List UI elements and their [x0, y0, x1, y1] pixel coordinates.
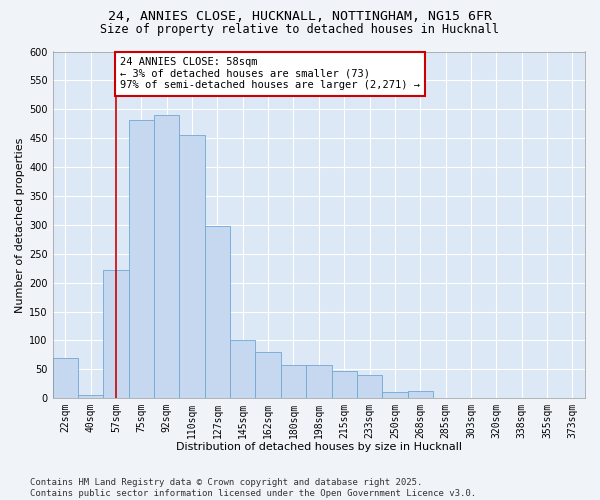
Bar	[306, 366, 332, 398]
Bar	[129, 120, 154, 398]
Y-axis label: Number of detached properties: Number of detached properties	[15, 137, 25, 312]
Bar	[78, 396, 103, 398]
Text: Contains HM Land Registry data © Crown copyright and database right 2025.
Contai: Contains HM Land Registry data © Crown c…	[30, 478, 476, 498]
Bar	[332, 371, 357, 398]
Bar	[53, 358, 78, 398]
Bar	[281, 366, 306, 398]
Bar	[179, 136, 205, 398]
Bar	[256, 352, 281, 398]
Bar	[154, 115, 179, 398]
Bar	[382, 392, 407, 398]
Bar	[357, 375, 382, 398]
Bar	[103, 270, 129, 398]
Bar	[230, 340, 256, 398]
Text: 24 ANNIES CLOSE: 58sqm
← 3% of detached houses are smaller (73)
97% of semi-deta: 24 ANNIES CLOSE: 58sqm ← 3% of detached …	[120, 58, 420, 90]
Bar	[205, 226, 230, 398]
Text: Size of property relative to detached houses in Hucknall: Size of property relative to detached ho…	[101, 22, 499, 36]
X-axis label: Distribution of detached houses by size in Hucknall: Distribution of detached houses by size …	[176, 442, 462, 452]
Text: 24, ANNIES CLOSE, HUCKNALL, NOTTINGHAM, NG15 6FR: 24, ANNIES CLOSE, HUCKNALL, NOTTINGHAM, …	[108, 10, 492, 23]
Bar	[407, 390, 433, 398]
